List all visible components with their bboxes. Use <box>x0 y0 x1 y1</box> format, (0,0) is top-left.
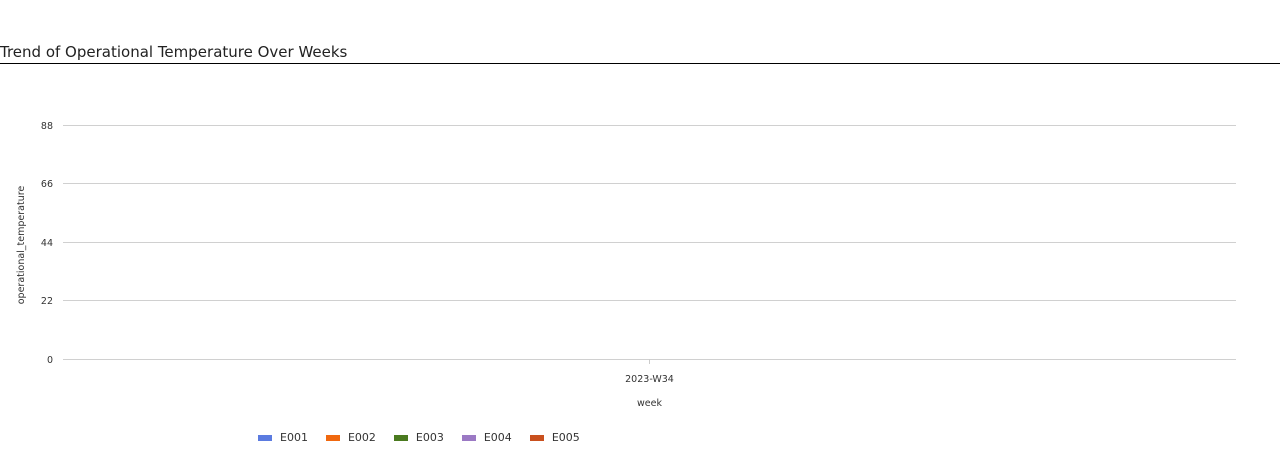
legend-swatch <box>461 434 476 441</box>
legend-label: E004 <box>483 431 512 444</box>
legend-item-e001[interactable]: E001 <box>258 431 308 444</box>
legend-label: E003 <box>415 431 444 444</box>
y-tick-label: 44 <box>41 238 53 249</box>
legend: E001 E002 E003 E004 E005 <box>258 431 580 444</box>
x-axis-title: week <box>637 398 662 409</box>
x-tick-label: 2023-W34 <box>625 374 674 385</box>
legend-item-e002[interactable]: E002 <box>325 431 376 444</box>
legend-label: E001 <box>280 431 308 444</box>
legend-swatch <box>529 434 544 441</box>
legend-item-e005[interactable]: E005 <box>529 431 580 444</box>
y-tick-label: 0 <box>47 355 53 366</box>
y-tick-label: 22 <box>41 296 53 307</box>
legend-swatch <box>258 434 272 441</box>
legend-label: E005 <box>551 431 580 444</box>
y-axis-title: operational_temperature <box>16 186 27 305</box>
legend-swatch <box>393 434 408 441</box>
legend-item-e003[interactable]: E003 <box>393 431 444 444</box>
chart-title: Trend of Operational Temperature Over We… <box>0 43 348 61</box>
y-tick-label: 66 <box>41 179 53 190</box>
y-tick-label: 88 <box>41 121 53 132</box>
legend-item-e004[interactable]: E004 <box>461 431 512 444</box>
chart-header: Trend of Operational Temperature Over We… <box>0 0 1280 64</box>
legend-label: E002 <box>347 431 376 444</box>
legend-swatch <box>325 434 340 441</box>
